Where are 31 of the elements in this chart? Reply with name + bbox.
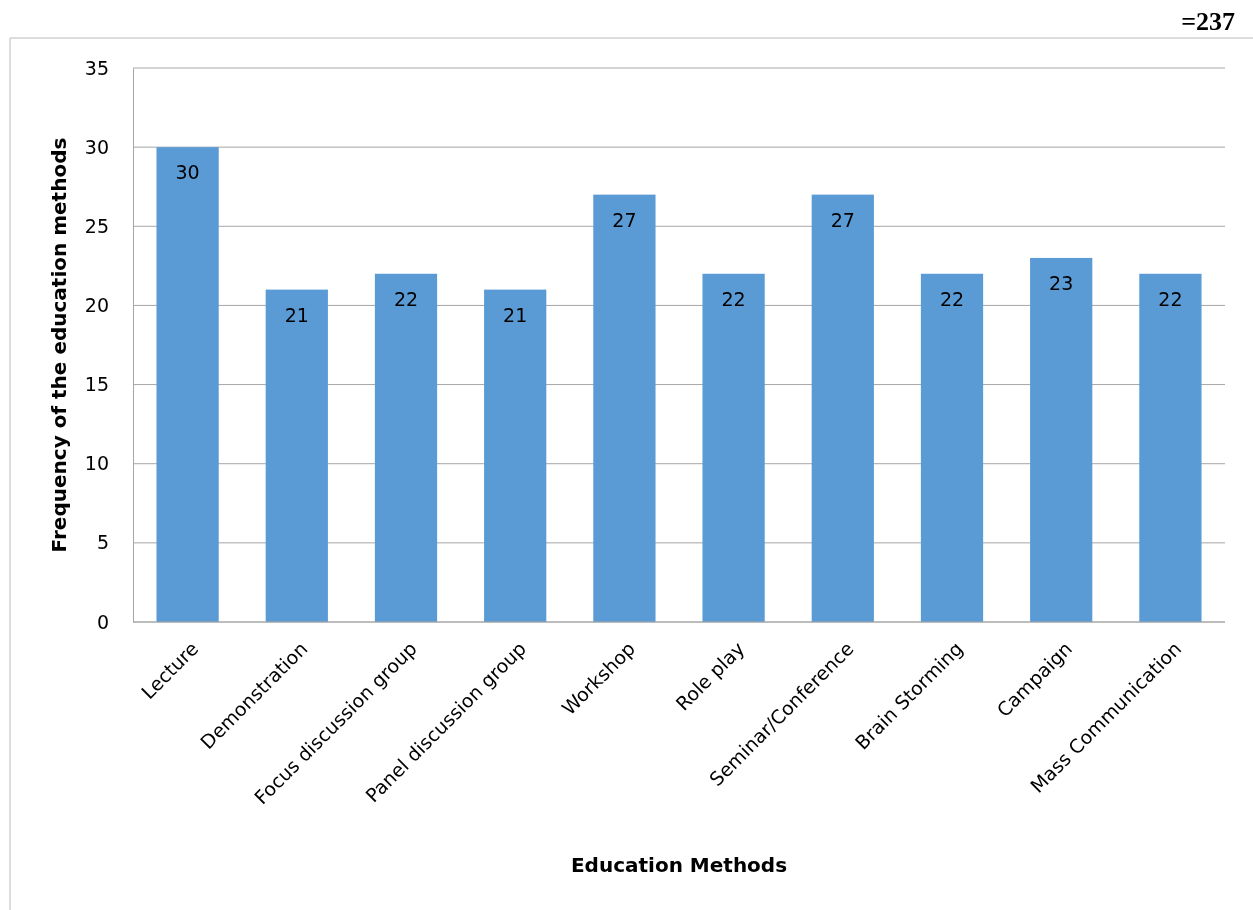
- bar: [920, 273, 984, 622]
- y-tick-label: 20: [84, 294, 109, 317]
- text: =237: [1181, 7, 1235, 36]
- bar: [484, 289, 547, 622]
- y-tick-label: 25: [84, 214, 109, 237]
- y-tick-label: 5: [96, 531, 109, 554]
- data-label: 27: [830, 208, 855, 231]
- x-axis-title: Education Methods: [570, 853, 788, 877]
- bar: [265, 289, 328, 622]
- bar: [702, 273, 765, 622]
- y-axis-title: Frequency of the education methods: [47, 137, 71, 553]
- data-label: 21: [284, 303, 309, 326]
- data-label: 22: [939, 287, 965, 310]
- data-label: 22: [721, 287, 746, 310]
- bar: [1139, 273, 1202, 622]
- y-tick-label: 0: [96, 610, 109, 633]
- y-tick-label: 15: [84, 373, 109, 396]
- data-label: 22: [393, 287, 419, 310]
- y-tick-label: 10: [84, 452, 109, 475]
- data-label: 23: [1049, 271, 1074, 294]
- data-label: 30: [175, 161, 200, 184]
- data-label: 22: [1158, 287, 1183, 310]
- bar: [156, 147, 219, 622]
- bar: [374, 273, 438, 622]
- bar: [593, 194, 656, 622]
- y-tick-label: 35: [84, 56, 109, 79]
- bar: [811, 194, 874, 622]
- bar: [1030, 257, 1093, 622]
- data-label: 27: [612, 208, 637, 231]
- y-tick-label: 30: [84, 135, 109, 158]
- data-label: 21: [503, 303, 528, 326]
